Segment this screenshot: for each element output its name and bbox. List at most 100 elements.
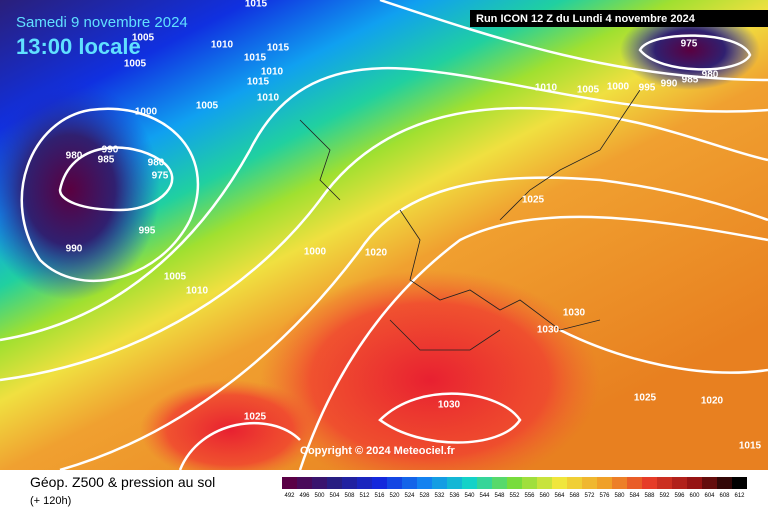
scale-swatch xyxy=(702,477,717,489)
isobar-label: 1015 xyxy=(245,0,268,10)
scale-swatch xyxy=(657,477,672,489)
scale-swatch xyxy=(672,477,687,489)
isobar-label: 1015 xyxy=(244,53,267,64)
isobar-label: 990 xyxy=(661,79,678,90)
scale-swatch xyxy=(462,477,477,489)
scale-label: 600 xyxy=(689,493,700,499)
scale-label: 532 xyxy=(434,493,445,499)
isobar-label: 1010 xyxy=(186,286,209,297)
scale-label: 612 xyxy=(734,493,745,499)
scale-label: 596 xyxy=(674,493,685,499)
scale-label: 492 xyxy=(284,493,295,499)
scale-label: 604 xyxy=(704,493,715,499)
scale-label: 540 xyxy=(464,493,475,499)
forecast-time: 13:00 locale xyxy=(16,34,141,59)
isobar-label: 1015 xyxy=(247,77,270,88)
isobar-label: 1000 xyxy=(135,107,158,118)
isobar-label: 1000 xyxy=(304,247,327,258)
isobar-label: 1025 xyxy=(244,412,267,423)
scale-label: 536 xyxy=(449,493,460,499)
high-pressure-zone xyxy=(140,380,320,480)
scale-swatch xyxy=(372,477,387,489)
low-pressure-zone xyxy=(620,10,760,90)
scale-swatch xyxy=(432,477,447,489)
scale-label: 576 xyxy=(599,493,610,499)
isobars xyxy=(0,0,768,470)
isobar-label: 1030 xyxy=(563,308,586,319)
scale-swatch xyxy=(597,477,612,489)
isobar-label: 1025 xyxy=(522,195,545,206)
isobar-label: 980 xyxy=(148,158,165,169)
isobar-label: 980 xyxy=(702,70,719,81)
scale-swatch xyxy=(717,477,732,489)
scale-swatch xyxy=(327,477,342,489)
scale-label: 572 xyxy=(584,493,595,499)
isobar-label: 975 xyxy=(152,171,169,182)
scale-swatch xyxy=(522,477,537,489)
color-scale: 492 496 500 504 508 512 516 520 524 528 532 536 540 5… xyxy=(282,477,747,499)
isobar-label: 1020 xyxy=(701,396,724,407)
scale-label: 520 xyxy=(389,493,400,499)
scale-swatch xyxy=(447,477,462,489)
isobar-label: 990 xyxy=(66,244,83,255)
isobar-label: 1000 xyxy=(607,82,630,93)
scale-label: 528 xyxy=(419,493,430,499)
isobar-label: 980 xyxy=(66,151,83,162)
run-banner xyxy=(470,10,768,27)
scale-label: 564 xyxy=(554,493,565,499)
isobar-label: 1025 xyxy=(634,393,657,404)
scale-swatch xyxy=(282,477,297,489)
isobar-label: 1010 xyxy=(535,83,558,94)
isobar-label: 995 xyxy=(139,226,156,237)
scale-swatch xyxy=(342,477,357,489)
isobar-label: 1010 xyxy=(261,67,284,78)
isobar-label: 1030 xyxy=(537,325,560,336)
copyright: Copyright © 2024 Meteociel.fr xyxy=(300,445,456,457)
isobar-label: 1005 xyxy=(196,101,219,112)
high-pressure-zone xyxy=(260,270,600,490)
scale-label: 512 xyxy=(359,493,370,499)
isobar-label: 1030 xyxy=(438,400,461,411)
isobar-label: 1010 xyxy=(257,93,280,104)
scale-swatch xyxy=(417,477,432,489)
isobar-label: 990 xyxy=(102,145,119,156)
isobar-label: 1005 xyxy=(577,85,600,96)
run-info: Run ICON 12 Z du Lundi 4 novembre 2024 xyxy=(476,13,696,25)
scale-swatch xyxy=(627,477,642,489)
scale-swatch xyxy=(687,477,702,489)
isobar-label: 985 xyxy=(682,75,699,86)
scale-label: 500 xyxy=(314,493,325,499)
scale-swatch xyxy=(387,477,402,489)
scale-label: 608 xyxy=(719,493,730,499)
scale-swatch xyxy=(297,477,312,489)
scale-swatch xyxy=(612,477,627,489)
footer-lead: (+ 120h) xyxy=(30,495,71,507)
isobar-label: 1005 xyxy=(164,272,187,283)
scale-swatch xyxy=(477,477,492,489)
isobar-label: 995 xyxy=(639,83,656,94)
scale-swatch xyxy=(567,477,582,489)
scale-swatch xyxy=(357,477,372,489)
scale-swatch xyxy=(402,477,417,489)
scale-label: 584 xyxy=(629,493,640,499)
scale-label: 588 xyxy=(644,493,655,499)
scale-label: 592 xyxy=(659,493,670,499)
scale-label: 548 xyxy=(494,493,505,499)
scale-label: 568 xyxy=(569,493,580,499)
scale-label: 552 xyxy=(509,493,520,499)
isobar-label: 1010 xyxy=(211,40,234,51)
scale-swatch xyxy=(507,477,522,489)
low-pressure-zone xyxy=(0,80,160,300)
scale-swatch xyxy=(732,477,747,489)
isobar-label: 1015 xyxy=(739,441,762,452)
scale-label: 544 xyxy=(479,493,490,499)
scale-label: 508 xyxy=(344,493,355,499)
scale-swatch xyxy=(582,477,597,489)
isobar-label: 985 xyxy=(98,155,115,166)
scale-swatch xyxy=(492,477,507,489)
scale-swatch xyxy=(552,477,567,489)
isobar-label: 1015 xyxy=(267,43,290,54)
scale-label: 516 xyxy=(374,493,385,499)
